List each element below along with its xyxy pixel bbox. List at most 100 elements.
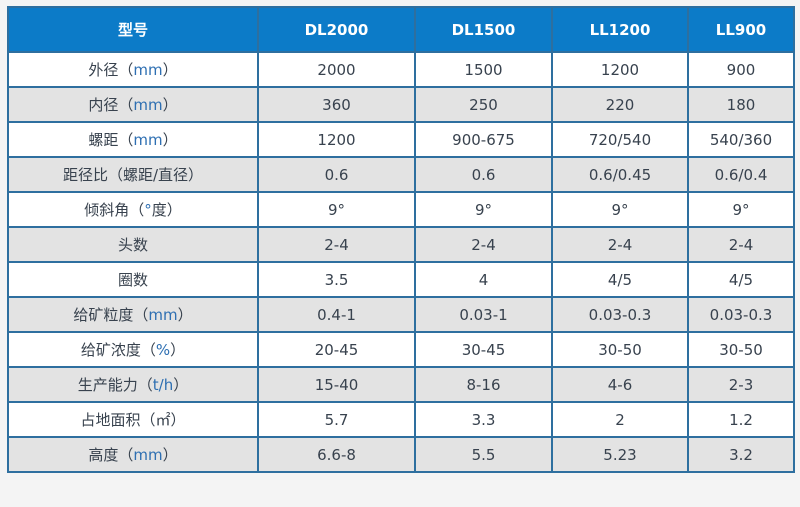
value-cell-dl1500: 1500 xyxy=(414,51,553,88)
value-cell-ll900: 9° xyxy=(687,191,795,228)
table-row: 生产能力（t/h） 15-40 8-16 4-6 2-3 xyxy=(7,366,795,403)
row-label-text: 高度（ xyxy=(88,446,134,464)
value-cell-ll900: 1.2 xyxy=(687,401,795,438)
table-row: 给矿浓度（%） 20-45 30-45 30-50 30-50 xyxy=(7,331,795,368)
value-cell-dl2000: 5.7 xyxy=(257,401,416,438)
row-label-cell: 内径（mm） xyxy=(7,86,259,123)
row-label-cell: 头数 xyxy=(7,226,259,263)
row-label-cell: 生产能力（t/h） xyxy=(7,366,259,403)
value-cell-dl2000: 2000 xyxy=(257,51,416,88)
value-cell-ll1200: 0.6/0.45 xyxy=(551,156,689,193)
table-row: 给矿粒度（mm） 0.4-1 0.03-1 0.03-0.3 0.03-0.3 xyxy=(7,296,795,333)
row-label-text: 给矿粒度（ xyxy=(73,306,149,324)
row-label-close: ） xyxy=(162,61,178,79)
value-cell-ll900: 0.6/0.4 xyxy=(687,156,795,193)
header-cell-model-dl1500: DL1500 xyxy=(414,6,553,53)
value-cell-ll1200: 9° xyxy=(551,191,689,228)
table-row: 头数 2-4 2-4 2-4 2-4 xyxy=(7,226,795,263)
row-label-cell: 螺距（mm） xyxy=(7,121,259,158)
row-label-text: 圈数 xyxy=(117,271,148,289)
value-cell-ll1200: 30-50 xyxy=(551,331,689,368)
table-row: 内径（mm） 360 250 220 180 xyxy=(7,86,795,123)
row-label-close: ） xyxy=(162,131,178,149)
value-cell-dl1500: 0.03-1 xyxy=(414,296,553,333)
row-label-close: ） xyxy=(162,446,178,464)
row-label-close: ） xyxy=(162,96,178,114)
value-cell-dl1500: 5.5 xyxy=(414,436,553,473)
row-label-text: 头数 xyxy=(117,236,148,254)
row-label-cell: 高度（mm） xyxy=(7,436,259,473)
header-cell-model-ll1200: LL1200 xyxy=(551,6,689,53)
value-cell-dl1500: 4 xyxy=(414,261,553,298)
row-label-unit: mm xyxy=(133,446,163,464)
row-label-cell: 外径（mm） xyxy=(7,51,259,88)
value-cell-dl2000: 1200 xyxy=(257,121,416,158)
value-cell-ll1200: 220 xyxy=(551,86,689,123)
row-label-text: 内径（ xyxy=(88,96,134,114)
table-row: 距径比（螺距/直径） 0.6 0.6 0.6/0.45 0.6/0.4 xyxy=(7,156,795,193)
row-label-text: 距径比（螺距/直径） xyxy=(62,166,204,184)
value-cell-dl2000: 0.4-1 xyxy=(257,296,416,333)
row-label-close: 度） xyxy=(151,201,182,219)
value-cell-dl2000: 9° xyxy=(257,191,416,228)
value-cell-dl2000: 20-45 xyxy=(257,331,416,368)
value-cell-dl1500: 9° xyxy=(414,191,553,228)
value-cell-ll1200: 4-6 xyxy=(551,366,689,403)
spec-table-header: 型号 DL2000 DL1500 LL1200 LL900 xyxy=(7,6,795,53)
value-cell-ll1200: 4/5 xyxy=(551,261,689,298)
row-label-close: ） xyxy=(170,341,186,359)
row-label-text: 给矿浓度（ xyxy=(80,341,156,359)
row-label-close: ） xyxy=(173,376,189,394)
row-label-cell: 圈数 xyxy=(7,261,259,298)
row-label-cell: 倾斜角（°度） xyxy=(7,191,259,228)
value-cell-dl1500: 3.3 xyxy=(414,401,553,438)
header-cell-model-ll900: LL900 xyxy=(687,6,795,53)
row-label-text: 占地面积（㎡） xyxy=(80,411,186,429)
value-cell-ll900: 180 xyxy=(687,86,795,123)
value-cell-ll900: 4/5 xyxy=(687,261,795,298)
header-cell-model-label: 型号 xyxy=(7,6,259,53)
row-label-text: 螺距（ xyxy=(88,131,134,149)
value-cell-dl2000: 2-4 xyxy=(257,226,416,263)
row-label-text: 生产能力（ xyxy=(77,376,153,394)
header-cell-model-dl2000: DL2000 xyxy=(257,6,416,53)
value-cell-dl1500: 2-4 xyxy=(414,226,553,263)
value-cell-dl1500: 0.6 xyxy=(414,156,553,193)
header-row: 型号 DL2000 DL1500 LL1200 LL900 xyxy=(7,6,795,53)
value-cell-ll900: 0.03-0.3 xyxy=(687,296,795,333)
value-cell-dl2000: 360 xyxy=(257,86,416,123)
value-cell-ll1200: 5.23 xyxy=(551,436,689,473)
table-row: 螺距（mm） 1200 900-675 720/540 540/360 xyxy=(7,121,795,158)
value-cell-ll900: 900 xyxy=(687,51,795,88)
row-label-cell: 给矿粒度（mm） xyxy=(7,296,259,333)
row-label-unit: mm xyxy=(133,96,163,114)
value-cell-ll1200: 2 xyxy=(551,401,689,438)
row-label-unit: % xyxy=(155,341,171,359)
table-row: 高度（mm） 6.6-8 5.5 5.23 3.2 xyxy=(7,436,795,473)
value-cell-dl1500: 900-675 xyxy=(414,121,553,158)
value-cell-ll900: 2-3 xyxy=(687,366,795,403)
row-label-text: 外径（ xyxy=(88,61,134,79)
page: 型号 DL2000 DL1500 LL1200 LL900 外径（mm） 200… xyxy=(7,6,795,473)
row-label-unit: ° xyxy=(144,201,152,219)
row-label-unit: mm xyxy=(148,306,178,324)
row-label-unit: mm xyxy=(133,61,163,79)
value-cell-ll900: 30-50 xyxy=(687,331,795,368)
row-label-close: ） xyxy=(177,306,193,324)
value-cell-dl1500: 8-16 xyxy=(414,366,553,403)
row-label-cell: 距径比（螺距/直径） xyxy=(7,156,259,193)
value-cell-ll900: 2-4 xyxy=(687,226,795,263)
table-row: 圈数 3.5 4 4/5 4/5 xyxy=(7,261,795,298)
row-label-text: 倾斜角（ xyxy=(84,201,145,219)
table-row: 倾斜角（°度） 9° 9° 9° 9° xyxy=(7,191,795,228)
value-cell-dl2000: 0.6 xyxy=(257,156,416,193)
value-cell-dl1500: 30-45 xyxy=(414,331,553,368)
value-cell-ll900: 540/360 xyxy=(687,121,795,158)
table-row: 占地面积（㎡） 5.7 3.3 2 1.2 xyxy=(7,401,795,438)
row-label-cell: 占地面积（㎡） xyxy=(7,401,259,438)
value-cell-ll900: 3.2 xyxy=(687,436,795,473)
value-cell-dl1500: 250 xyxy=(414,86,553,123)
row-label-cell: 给矿浓度（%） xyxy=(7,331,259,368)
value-cell-ll1200: 0.03-0.3 xyxy=(551,296,689,333)
value-cell-dl2000: 3.5 xyxy=(257,261,416,298)
